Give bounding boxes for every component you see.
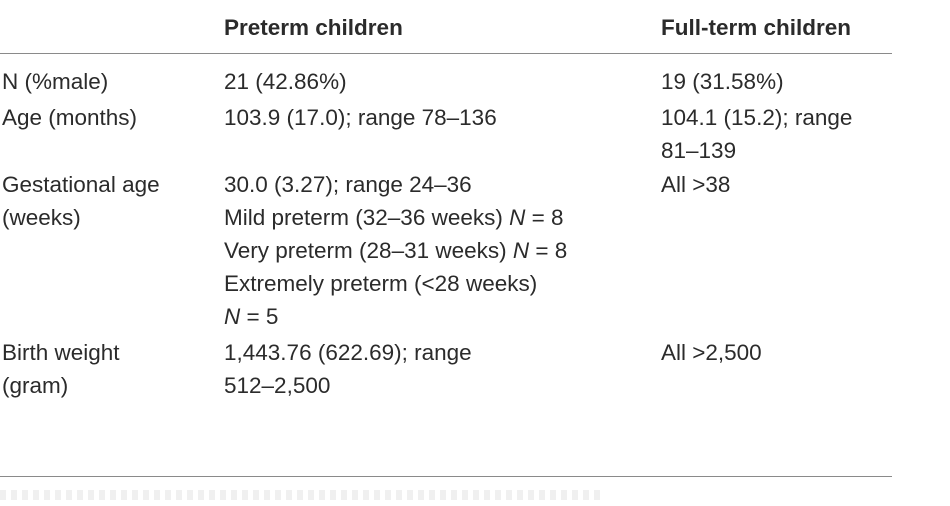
row-label-birth-weight: Birth weight (gram) <box>2 340 120 398</box>
row-label-n-male: N (%male) <box>2 69 109 94</box>
cell-preterm-gestational-age: 30.0 (3.27); range 24–36 Mild preterm (3… <box>224 172 568 329</box>
column-header-fullterm: Full-term children <box>661 15 852 40</box>
faded-footnote-strip <box>0 490 600 500</box>
row-label-gestational-age: Gestational age (weeks) <box>2 172 160 230</box>
cell-preterm-birth-weight: 1,443.76 (622.69); range 512–2,500 <box>224 340 472 398</box>
cell-fullterm-n-male: 19 (31.58%) <box>661 69 784 94</box>
row-label-age: Age (months) <box>2 105 138 130</box>
cell-preterm-age: 103.9 (17.0); range 78–136 <box>224 105 497 130</box>
cell-fullterm-birth-weight: All >2,500 <box>661 340 762 365</box>
bottom-rule <box>0 476 892 477</box>
cell-fullterm-age: 104.1 (15.2); range 81–139 <box>661 105 853 163</box>
column-header-preterm: Preterm children <box>224 15 403 40</box>
cell-fullterm-gestational-age: All >38 <box>661 172 731 197</box>
header-rule <box>0 53 892 54</box>
cell-preterm-n-male: 21 (42.86%) <box>224 69 347 94</box>
